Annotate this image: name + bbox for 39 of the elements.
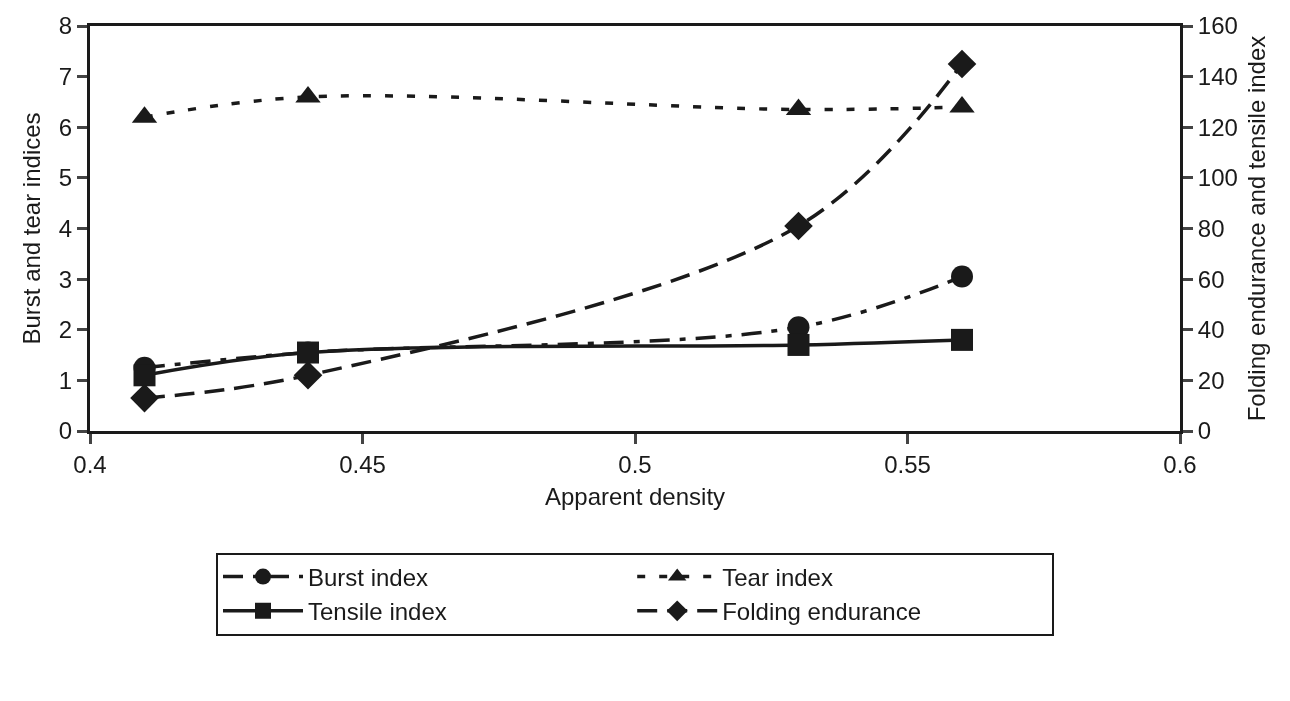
- legend-label: Folding endurance: [722, 598, 922, 626]
- y2-tick-label: 100: [1197, 164, 1238, 192]
- y2-tick-label: 120: [1197, 113, 1238, 141]
- point: [130, 383, 159, 413]
- y2-tick-label: 20: [1197, 366, 1225, 394]
- legend-label: Burst index: [308, 563, 429, 591]
- x-tick-label: 0.4: [73, 450, 107, 478]
- point: [951, 328, 973, 351]
- y-tick-label: 5: [58, 164, 73, 192]
- point: [784, 211, 813, 241]
- point: [787, 333, 810, 356]
- point: [951, 265, 973, 288]
- legend-label: Tensile index: [308, 598, 447, 626]
- legend-label: Tear index: [722, 563, 833, 591]
- x-tick-label: 0.5: [618, 450, 652, 478]
- x-tick-label: 0.45: [339, 450, 386, 478]
- y-tick-label: 4: [58, 214, 73, 242]
- x-tick-label: 0.6: [1163, 450, 1197, 478]
- y-tick-label: 3: [58, 265, 73, 293]
- y2-tick-label: 140: [1197, 63, 1238, 91]
- point: [947, 49, 977, 79]
- y-tick-label: 8: [58, 12, 73, 40]
- y-axis-title: Burst and tear indices: [17, 112, 45, 345]
- x-axis-title: Apparent density: [544, 483, 726, 511]
- y-tick-label: 7: [58, 63, 73, 91]
- point: [133, 364, 156, 387]
- y2-tick-label: 80: [1197, 214, 1225, 242]
- x-tick-label: 0.55: [884, 450, 931, 478]
- y2-tick-label: 0: [1197, 417, 1212, 445]
- y-tick-label: 0: [58, 417, 73, 445]
- y-tick-label: 1: [58, 366, 73, 394]
- point: [293, 361, 323, 390]
- y2-tick-label: 60: [1197, 265, 1225, 293]
- y2-tick-label: 40: [1197, 316, 1225, 344]
- y2-axis-title: Folding endurance and tensile index: [1243, 35, 1271, 422]
- y-tick-label: 6: [58, 113, 73, 141]
- point: [297, 341, 319, 364]
- y-tick-label: 2: [58, 316, 73, 344]
- y2-tick-label: 160: [1197, 12, 1238, 40]
